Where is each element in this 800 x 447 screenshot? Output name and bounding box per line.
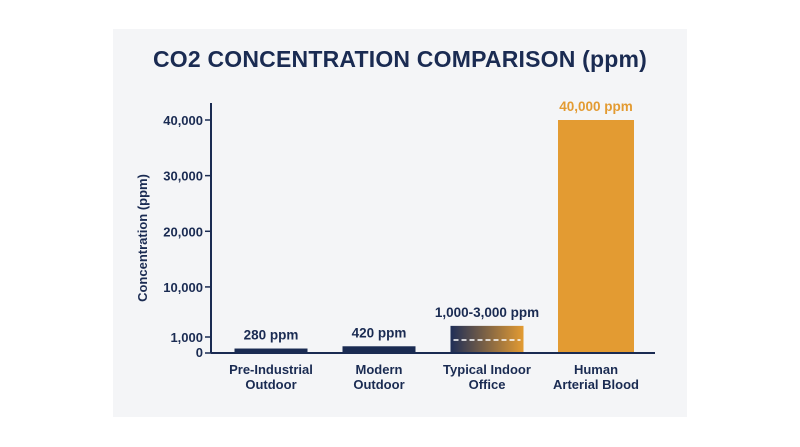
y-tick-label: 1,000 bbox=[170, 330, 203, 345]
y-tick-label: 30,000 bbox=[163, 169, 203, 184]
bar bbox=[342, 346, 416, 353]
y-tick-label: 10,000 bbox=[163, 280, 203, 295]
bar bbox=[558, 120, 634, 353]
category-label: Pre-Industrial bbox=[229, 362, 313, 377]
category-label: Human bbox=[574, 362, 618, 377]
category-label: Modern bbox=[356, 362, 403, 377]
bar bbox=[234, 348, 308, 353]
category-label: Outdoor bbox=[245, 377, 296, 392]
category-label: Office bbox=[469, 377, 506, 392]
category-label: Outdoor bbox=[353, 377, 404, 392]
data-label: 280 ppm bbox=[244, 328, 299, 343]
category-label: Typical Indoor bbox=[443, 362, 531, 377]
y-tick-label: 20,000 bbox=[163, 224, 203, 239]
y-tick-label: 0 bbox=[196, 345, 203, 360]
chart-title: CO2 CONCENTRATION COMPARISON (ppm) bbox=[152, 46, 648, 72]
y-axis-title: Concentration (ppm) bbox=[135, 174, 150, 302]
y-tick-label: 40,000 bbox=[163, 113, 203, 128]
category-label: Arterial Blood bbox=[553, 377, 639, 392]
data-label: 40,000 ppm bbox=[559, 99, 633, 114]
data-label: 1,000-3,000 ppm bbox=[435, 305, 539, 320]
data-label: 420 ppm bbox=[352, 325, 407, 340]
